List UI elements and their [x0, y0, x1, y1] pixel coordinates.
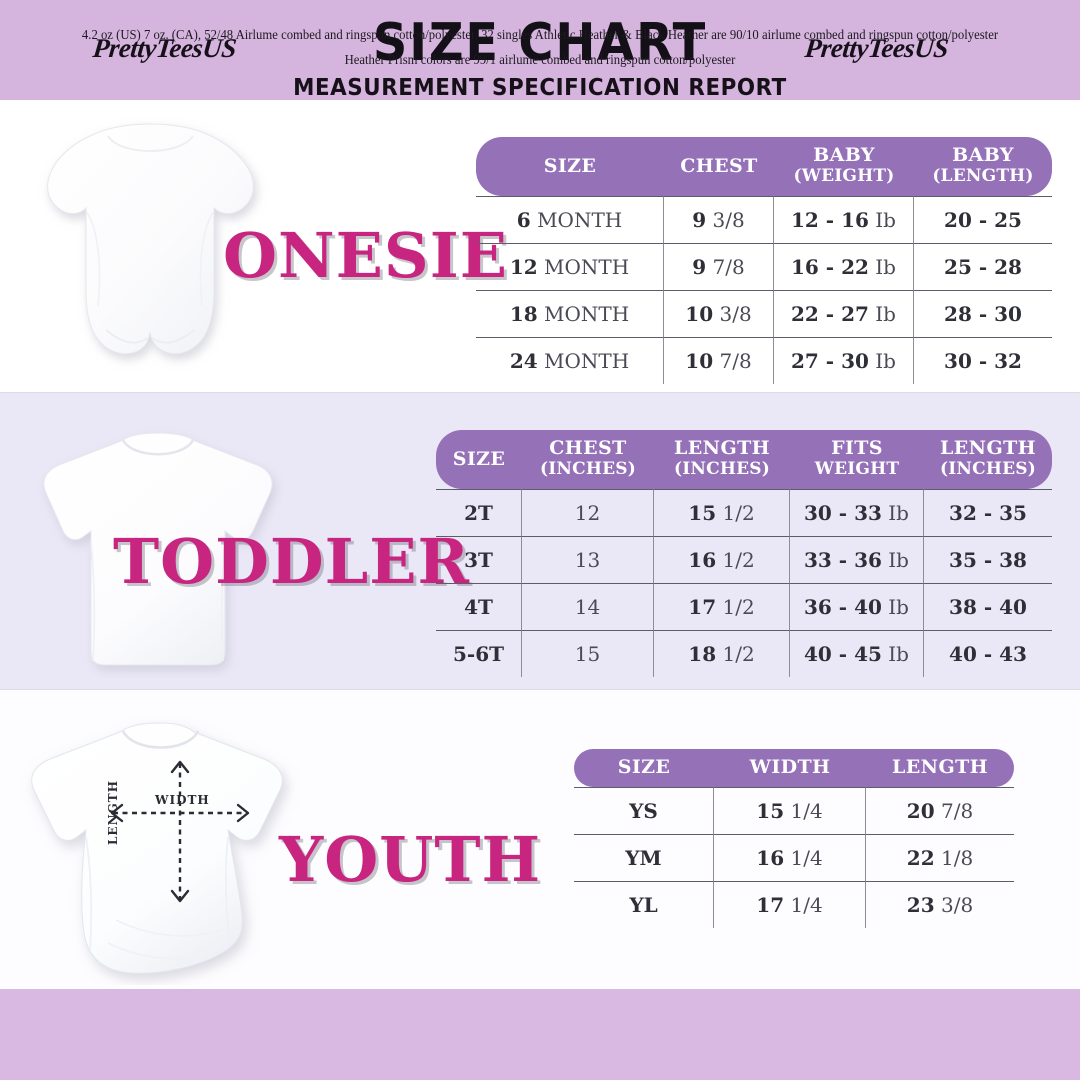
th-youth-width: WIDTH — [714, 749, 866, 787]
table-toddler: SIZE CHEST (INCHES) LENGTH (INCHES) FITS WE… — [436, 430, 1052, 677]
cell-length: 23 3/8 — [866, 881, 1014, 928]
cell-size: 18 MONTH — [476, 290, 664, 337]
cell-size: YS — [574, 787, 714, 834]
footer-fabric-description: 4.2 oz (US) 7 oz. (CA), 52/48 Airlume co… — [81, 27, 999, 67]
cell-fits-weight: 40 - 45 Ib — [790, 630, 924, 677]
cell-size: 6 MONTH — [476, 196, 664, 243]
cell-width: 15 1/4 — [714, 787, 866, 834]
cell-length: 20 7/8 — [866, 787, 1014, 834]
cell-length-2: 32 - 35 — [924, 489, 1052, 536]
th-youth-size: SIZE — [574, 749, 714, 787]
table-onesie: SIZE CHEST BABY (WEIGHT) BABY (LENGTH) 6 M… — [476, 137, 1052, 384]
section-divider-2 — [0, 689, 1080, 690]
th-toddler-length-2: LENGTH (INCHES) — [924, 430, 1052, 489]
cell-chest: 9 7/8 — [664, 243, 774, 290]
width-arrowhead-right — [236, 803, 250, 823]
cell-length-2: 35 - 38 — [924, 536, 1052, 583]
cell-size: 12 MONTH — [476, 243, 664, 290]
cell-baby-weight: 16 - 22 Ib — [774, 243, 914, 290]
table-row: YS 15 1/4 20 7/8 — [574, 787, 1014, 834]
cell-baby-length: 28 - 30 — [914, 290, 1052, 337]
width-measurement-label: WIDTH — [155, 793, 210, 807]
th-onesie-size: SIZE — [476, 137, 664, 196]
toddler-tshirt-garment-image — [43, 432, 273, 666]
cell-baby-length: 25 - 28 — [914, 243, 1052, 290]
th-toddler-chest: CHEST (INCHES) — [522, 430, 654, 489]
th-onesie-chest: CHEST — [664, 137, 774, 196]
table-youth: SIZE WIDTH LENGTH YS 15 1/4 20 7/8 YM 16… — [574, 749, 1014, 928]
cell-baby-length: 30 - 32 — [914, 337, 1052, 384]
cell-size: 24 MONTH — [476, 337, 664, 384]
th-toddler-fits-weight: FITS WEIGHT — [790, 430, 924, 489]
cell-chest: 10 7/8 — [664, 337, 774, 384]
cell-length: 17 1/2 — [654, 583, 790, 630]
cell-baby-weight: 27 - 30 Ib — [774, 337, 914, 384]
table-row: 6 MONTH 9 3/8 12 - 16 Ib 20 - 25 — [476, 196, 1052, 243]
cell-length: 16 1/2 — [654, 536, 790, 583]
category-title-toddler: TODDLER — [113, 525, 471, 598]
cell-length: 22 1/8 — [866, 834, 1014, 881]
th-onesie-baby-weight: BABY (WEIGHT) — [774, 137, 914, 196]
table-row: 24 MONTH 10 7/8 27 - 30 Ib 30 - 32 — [476, 337, 1052, 384]
length-arrowhead-top — [170, 760, 190, 774]
cell-length-2: 40 - 43 — [924, 630, 1052, 677]
th-onesie-baby-length: BABY (LENGTH) — [914, 137, 1052, 196]
cell-length: 18 1/2 — [654, 630, 790, 677]
table-onesie-header-row: SIZE CHEST BABY (WEIGHT) BABY (LENGTH) — [476, 137, 1052, 196]
cell-width: 16 1/4 — [714, 834, 866, 881]
footer-band — [0, 989, 1080, 1080]
th-toddler-size: SIZE — [436, 430, 522, 489]
measurement-arrows-overlay — [110, 760, 250, 903]
cell-length: 15 1/2 — [654, 489, 790, 536]
header-title-block: SIZE CHART MEASUREMENT SPECIFICATION REP… — [0, 16, 1080, 101]
table-row: 3T 13 16 1/2 33 - 36 Ib 35 - 38 — [436, 536, 1052, 583]
cell-chest: 12 — [522, 489, 654, 536]
onesie-garment-image — [47, 123, 254, 355]
cell-size: 4T — [436, 583, 522, 630]
cell-size: YL — [574, 881, 714, 928]
cell-chest: 9 3/8 — [664, 196, 774, 243]
category-title-onesie: ONESIE — [223, 219, 508, 292]
cell-fits-weight: 36 - 40 Ib — [790, 583, 924, 630]
section-divider-1 — [0, 392, 1080, 393]
width-arrowhead-left — [110, 803, 124, 823]
th-youth-length: LENGTH — [866, 749, 1014, 787]
table-toddler-header-row: SIZE CHEST (INCHES) LENGTH (INCHES) FITS WE… — [436, 430, 1052, 489]
cell-baby-weight: 12 - 16 Ib — [774, 196, 914, 243]
cell-size: YM — [574, 834, 714, 881]
cell-size: 5-6T — [436, 630, 522, 677]
table-row: 2T 12 15 1/2 30 - 33 Ib 32 - 35 — [436, 489, 1052, 536]
cell-length-2: 38 - 40 — [924, 583, 1052, 630]
page-subtitle: MEASUREMENT SPECIFICATION REPORT — [293, 75, 787, 101]
table-row: 18 MONTH 10 3/8 22 - 27 Ib 28 - 30 — [476, 290, 1052, 337]
category-title-youth: YOUTH — [279, 823, 542, 896]
page-title: SIZE CHART — [372, 13, 708, 73]
table-row: 5-6T 15 18 1/2 40 - 45 Ib 40 - 43 — [436, 630, 1052, 677]
table-row: YL 17 1/4 23 3/8 — [574, 881, 1014, 928]
cell-size: 3T — [436, 536, 522, 583]
table-row: YM 16 1/4 22 1/8 — [574, 834, 1014, 881]
length-measurement-label: LENGTH — [106, 779, 120, 845]
cell-chest: 10 3/8 — [664, 290, 774, 337]
youth-tshirt-garment-image — [31, 722, 283, 974]
th-toddler-length: LENGTH (INCHES) — [654, 430, 790, 489]
cell-size: 2T — [436, 489, 522, 536]
cell-baby-weight: 22 - 27 Ib — [774, 290, 914, 337]
cell-fits-weight: 33 - 36 Ib — [790, 536, 924, 583]
cell-baby-length: 20 - 25 — [914, 196, 1052, 243]
table-row: 4T 14 17 1/2 36 - 40 Ib 38 - 40 — [436, 583, 1052, 630]
cell-chest: 13 — [522, 536, 654, 583]
cell-fits-weight: 30 - 33 Ib — [790, 489, 924, 536]
header-band — [0, 0, 1080, 100]
length-arrowhead-bottom — [170, 889, 190, 903]
cell-width: 17 1/4 — [714, 881, 866, 928]
cell-chest: 15 — [522, 630, 654, 677]
table-youth-header-row: SIZE WIDTH LENGTH — [574, 749, 1014, 787]
table-row: 12 MONTH 9 7/8 16 - 22 Ib 25 - 28 — [476, 243, 1052, 290]
cell-chest: 14 — [522, 583, 654, 630]
